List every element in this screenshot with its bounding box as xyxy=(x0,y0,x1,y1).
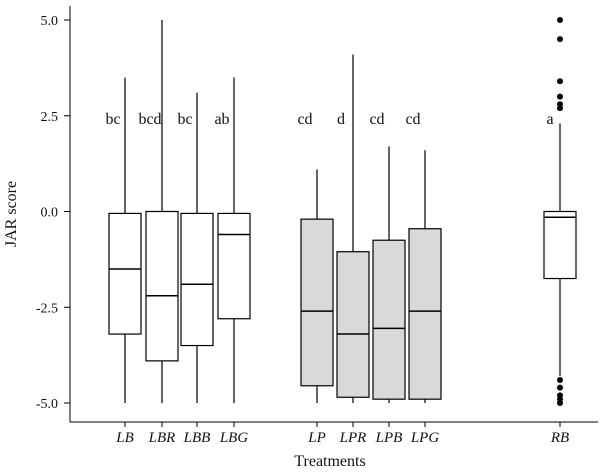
y-tick-label: -5.0 xyxy=(36,397,58,412)
x-tick-label: RB xyxy=(550,430,569,446)
outlier-point xyxy=(557,377,563,384)
box-lpg: cd xyxy=(405,111,442,403)
box-rb: a xyxy=(543,17,577,406)
x-tick-label: LPR xyxy=(339,430,367,446)
x-tick-label: LBB xyxy=(183,430,211,446)
x-tick-label: LPB xyxy=(375,430,403,446)
x-tick-label: LP xyxy=(307,430,326,446)
y-ticks: 5.0 2.5 0.0 -2.5 -5.0 xyxy=(36,14,70,412)
significance-letter: bc xyxy=(177,111,192,128)
outlier-point xyxy=(557,17,563,23)
outlier-point xyxy=(557,78,563,85)
iqr-box xyxy=(180,212,214,347)
outlier-point xyxy=(557,384,563,391)
box-lpb: cd xyxy=(369,111,406,403)
significance-letter: ab xyxy=(214,111,229,128)
significance-letter: cd xyxy=(297,111,312,128)
y-tick-label: 0.0 xyxy=(41,206,59,221)
iqr-box xyxy=(145,210,179,362)
box-lpr: d xyxy=(336,54,370,403)
y-tick-label: 2.5 xyxy=(41,110,59,125)
iqr-box xyxy=(300,218,334,387)
significance-letter: cd xyxy=(405,111,420,128)
significance-letter: bcd xyxy=(138,111,161,128)
iqr-box xyxy=(408,228,442,400)
box-lb: bc xyxy=(105,77,142,403)
significance-letter: d xyxy=(337,111,345,128)
outlier-point xyxy=(557,105,563,112)
y-tick-label: -2.5 xyxy=(36,301,58,316)
outlier-point xyxy=(557,400,563,406)
y-axis-title: JAR score xyxy=(3,181,20,247)
outlier-point xyxy=(557,93,563,100)
box-lbr: bcd xyxy=(138,20,179,403)
iqr-box xyxy=(372,239,406,400)
x-tick-label: LBR xyxy=(148,430,176,446)
significance-letter: bc xyxy=(105,111,120,128)
x-tick-label: LB xyxy=(115,430,134,446)
box-lbg: ab xyxy=(214,77,251,403)
significance-letter: cd xyxy=(369,111,384,128)
box-lbb: bc xyxy=(177,92,214,403)
x-tick-labels: LB LBR LBB LBG LP LPR LPB LPG RB xyxy=(115,422,569,446)
significance-letter: a xyxy=(546,111,553,128)
iqr-box xyxy=(543,210,577,280)
box-lp: cd xyxy=(297,111,334,403)
x-tick-label: LPG xyxy=(410,430,440,446)
iqr-box xyxy=(108,212,142,335)
iqr-box xyxy=(336,251,370,398)
x-tick-label: LBG xyxy=(219,430,249,446)
iqr-box xyxy=(217,212,251,320)
y-tick-label: 5.0 xyxy=(41,14,59,29)
outlier-point xyxy=(557,36,563,43)
x-axis-title: Treatments xyxy=(294,453,365,470)
box-series: bc bcd bc ab cd d cd cd a xyxy=(105,17,577,406)
